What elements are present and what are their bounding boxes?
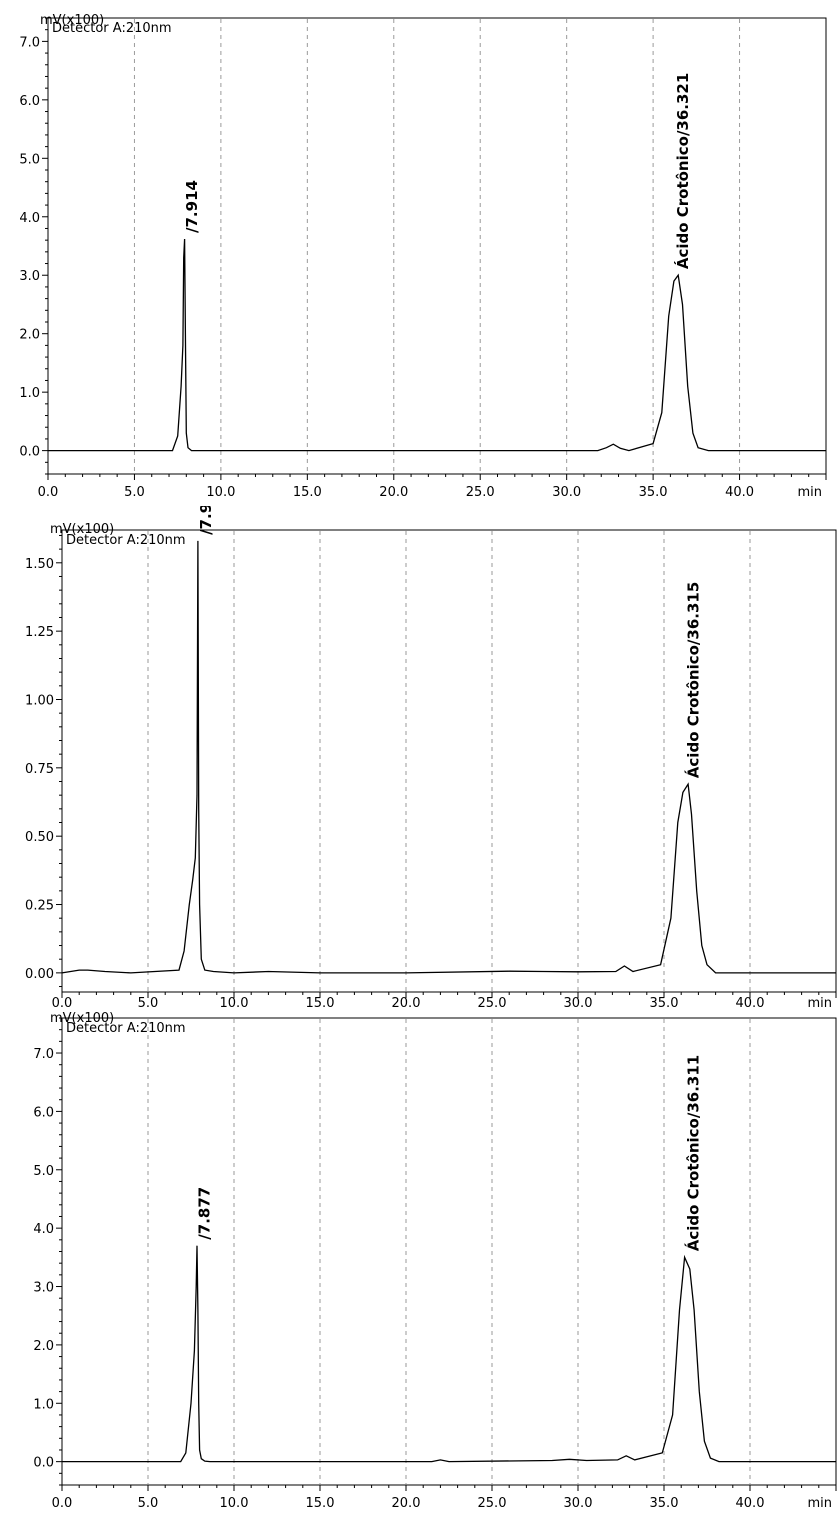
- y-tick-label: 7.0: [33, 1047, 54, 1062]
- x-tick-label: 15.0: [293, 485, 322, 500]
- chromatogram-panel-1: 0.0 5.0 10.0 15.0 20.0 25.0 30.0 35.0 40.0 0.0 1.0…: [0, 0, 838, 506]
- y-tick-label: 0.0: [33, 1456, 54, 1471]
- y-tick-label: 0.50: [25, 830, 54, 845]
- x-tick-label: 10.0: [206, 485, 235, 500]
- x-tick-label: 40.0: [736, 996, 765, 1011]
- peak-label: Ácido Crotônico/36.315: [684, 582, 703, 778]
- y-tick-label: 0.00: [25, 967, 54, 982]
- y-tick-label: 3.0: [33, 1281, 54, 1296]
- x-tick-label: 20.0: [392, 996, 421, 1011]
- peak-label: Ácido Crotônico/36.321: [673, 73, 692, 269]
- x-tick-label: 0.0: [52, 996, 73, 1011]
- x-tick-label: 25.0: [478, 996, 507, 1011]
- chromatogram-trace: [48, 239, 826, 451]
- plot-frame: [62, 1018, 836, 1485]
- x-tick-label: 25.0: [478, 1496, 507, 1511]
- x-tick-label: 15.0: [306, 1496, 335, 1511]
- x-tick-label: 35.0: [639, 485, 668, 500]
- plot-frame: [48, 18, 826, 474]
- y-tick-label: 6.0: [33, 1105, 54, 1120]
- plot-frame: [62, 530, 836, 992]
- peak-label: /7.914: [183, 180, 201, 233]
- y-tick-label: 4.0: [19, 211, 40, 226]
- x-tick-label: 10.0: [220, 996, 249, 1011]
- x-tick-label: 40.0: [725, 485, 754, 500]
- y-tick-label: 2.0: [19, 328, 40, 343]
- chromatogram-trace: [62, 1246, 836, 1462]
- y-tick-label: 6.0: [19, 94, 40, 109]
- x-tick-label: 40.0: [736, 1496, 765, 1511]
- x-tick-label: 0.0: [52, 1496, 73, 1511]
- detector-label: Detector A:210nm: [66, 1021, 186, 1036]
- y-tick-label: 2.0: [33, 1339, 54, 1354]
- y-tick-label: 5.0: [19, 152, 40, 167]
- chromatogram-trace: [62, 541, 836, 973]
- chromatogram-panel-2: 0.0 5.0 10.0 15.0 20.0 25.0 30.0 35.0 40.0 0.00 0.…: [0, 506, 838, 1012]
- chromatogram-plot-2: 0.0 5.0 10.0 15.0 20.0 25.0 30.0 35.0 40.0 0.00 0.…: [0, 506, 838, 1012]
- x-tick-label: 5.0: [138, 996, 159, 1011]
- chromatogram-panel-3: 0.0 5.0 10.0 15.0 20.0 25.0 30.0 35.0 40.0 0.0 1.0…: [0, 1012, 838, 1517]
- chromatogram-plot-1: 0.0 5.0 10.0 15.0 20.0 25.0 30.0 35.0 40.0 0.0 1.0…: [0, 0, 838, 506]
- x-tick-label: 35.0: [650, 996, 679, 1011]
- detector-label: Detector A:210nm: [66, 533, 186, 548]
- y-tick-label: 4.0: [33, 1222, 54, 1237]
- x-tick-label: 20.0: [379, 485, 408, 500]
- x-tick-label: 35.0: [650, 1496, 679, 1511]
- x-unit-label: min: [807, 1496, 832, 1511]
- peak-label: /7.877: [195, 1187, 213, 1240]
- x-unit-label: min: [797, 485, 822, 500]
- peak-label: /7.958: [197, 506, 215, 535]
- x-tick-label: 20.0: [392, 1496, 421, 1511]
- x-tick-label: 30.0: [564, 1496, 593, 1511]
- x-tick-label: 5.0: [124, 485, 145, 500]
- y-tick-label: 1.25: [25, 625, 54, 640]
- x-tick-label: 30.0: [564, 996, 593, 1011]
- y-tick-label: 0.75: [25, 762, 54, 777]
- y-tick-label: 1.0: [33, 1397, 54, 1412]
- x-tick-label: 5.0: [138, 1496, 159, 1511]
- x-tick-label: 15.0: [306, 996, 335, 1011]
- peak-label: Ácido Crotônico/36.311: [684, 1055, 703, 1251]
- y-tick-label: 0.0: [19, 445, 40, 460]
- x-tick-label: 0.0: [38, 485, 59, 500]
- y-tick-label: 0.25: [25, 899, 54, 914]
- x-unit-label: min: [807, 996, 832, 1011]
- y-tick-label: 5.0: [33, 1164, 54, 1179]
- x-tick-label: 25.0: [466, 485, 495, 500]
- chromatogram-plot-3: 0.0 5.0 10.0 15.0 20.0 25.0 30.0 35.0 40.0 0.0 1.0…: [0, 1012, 838, 1517]
- y-tick-label: 3.0: [19, 269, 40, 284]
- detector-label: Detector A:210nm: [52, 21, 172, 36]
- y-tick-label: 1.50: [25, 557, 54, 572]
- x-tick-label: 30.0: [552, 485, 581, 500]
- x-tick-label: 10.0: [220, 1496, 249, 1511]
- y-tick-label: 7.0: [19, 35, 40, 50]
- y-tick-label: 1.00: [25, 693, 54, 708]
- y-tick-label: 1.0: [19, 386, 40, 401]
